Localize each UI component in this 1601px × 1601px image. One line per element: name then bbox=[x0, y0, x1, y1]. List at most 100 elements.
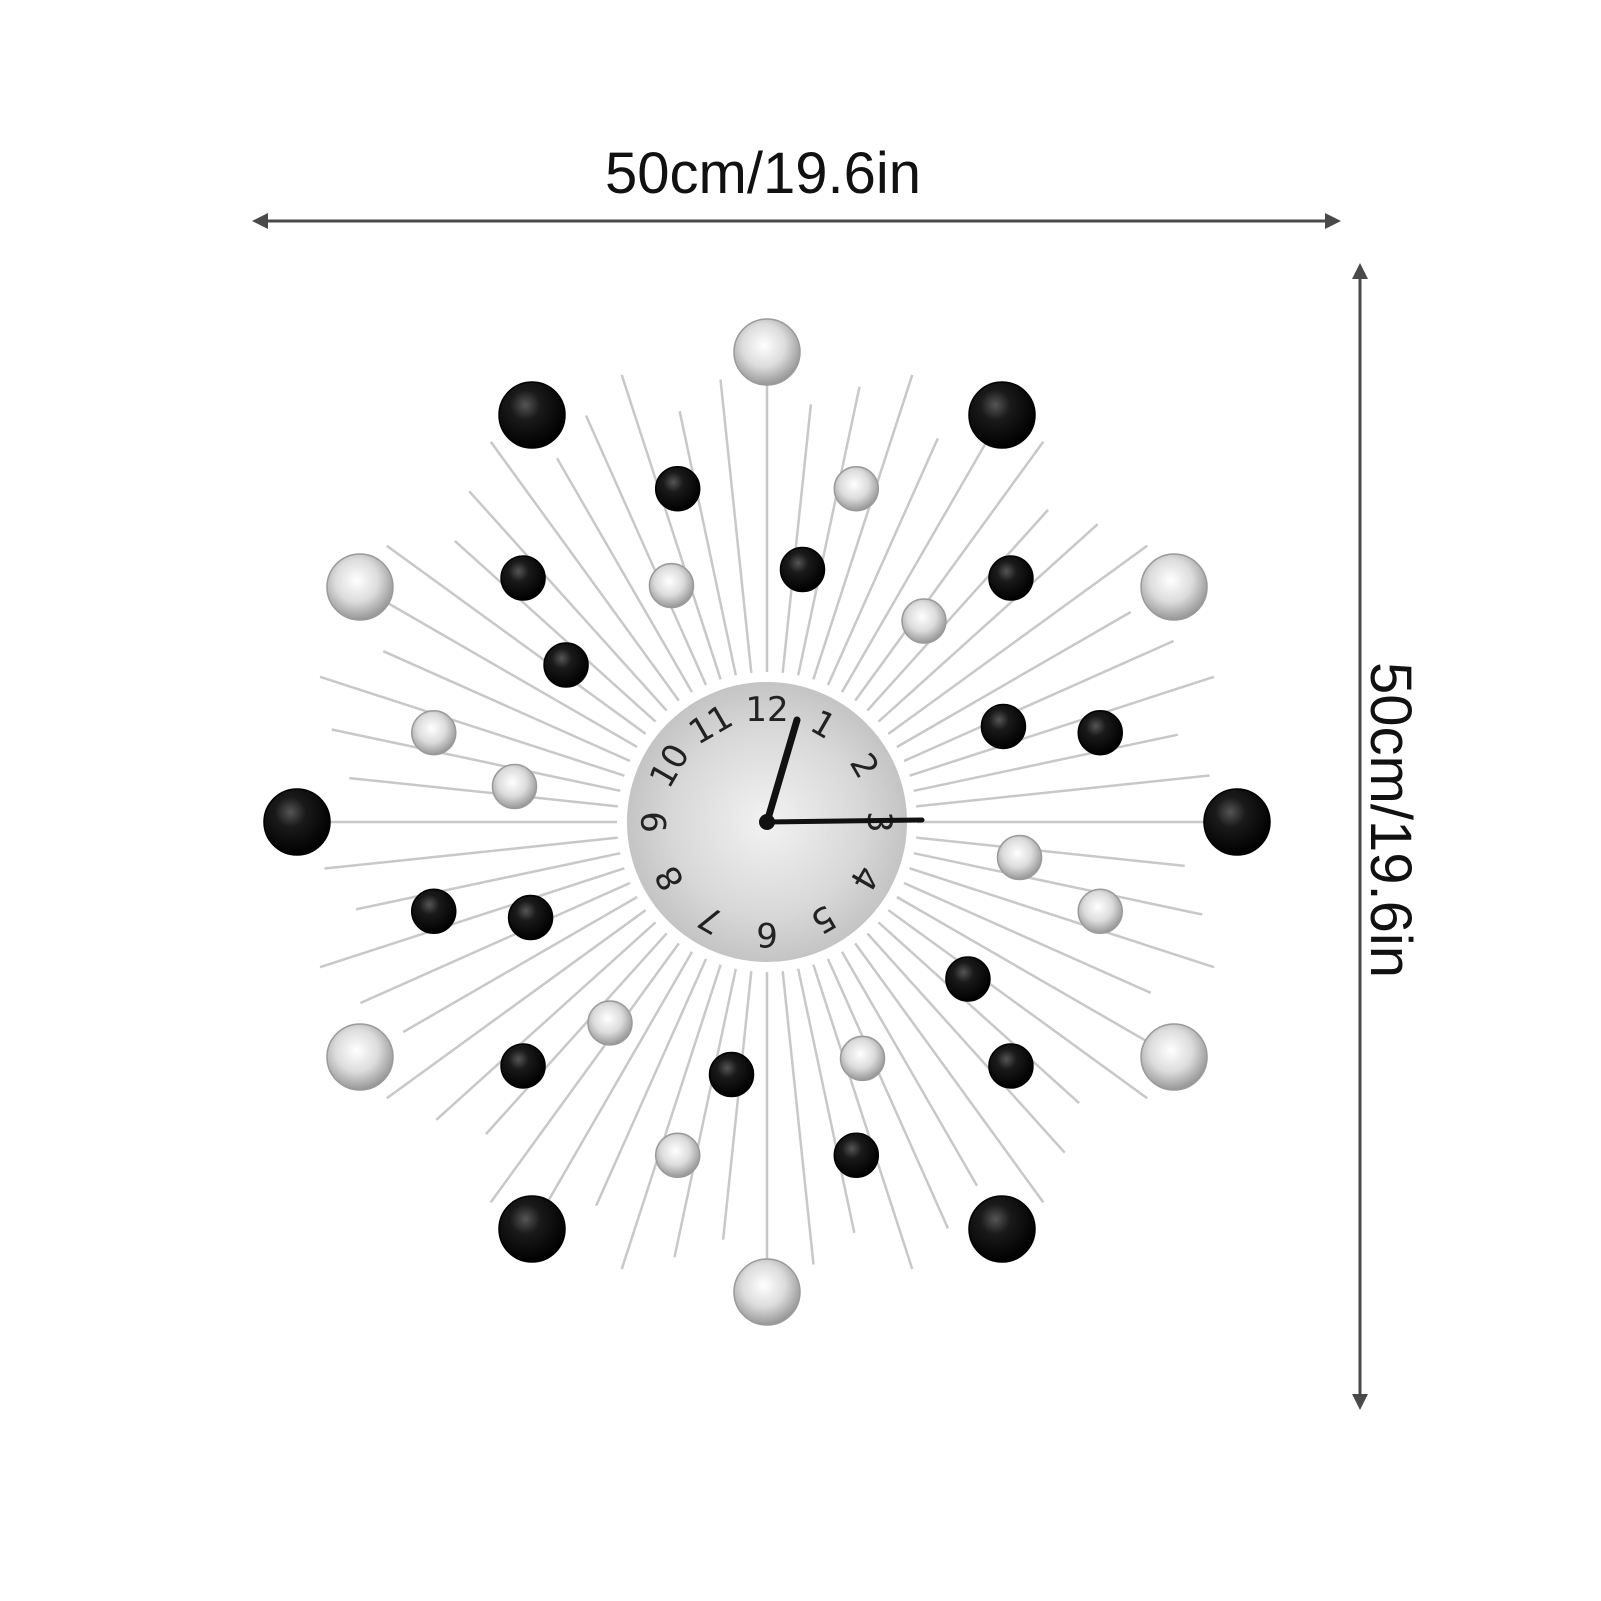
clear-gem bbox=[491, 763, 538, 810]
spoke bbox=[555, 457, 694, 693]
spoke bbox=[454, 540, 657, 723]
spoke bbox=[349, 776, 618, 808]
spoke bbox=[913, 733, 1179, 793]
width-dimension-arrow bbox=[252, 213, 1341, 229]
spoke bbox=[324, 836, 618, 870]
black-gem bbox=[543, 642, 589, 688]
clear-gem bbox=[587, 1000, 633, 1046]
spoke bbox=[673, 968, 738, 1258]
clear-gem bbox=[1140, 1023, 1208, 1091]
black-gem bbox=[263, 788, 331, 856]
clock-gems bbox=[263, 318, 1271, 1326]
black-gem bbox=[833, 1132, 880, 1178]
spoke bbox=[877, 523, 1099, 723]
clock-hands bbox=[759, 716, 925, 830]
spoke bbox=[380, 598, 638, 749]
clear-gem bbox=[901, 598, 947, 644]
spoke bbox=[620, 374, 722, 680]
spoke bbox=[796, 386, 861, 676]
spoke bbox=[382, 650, 631, 763]
spoke bbox=[359, 881, 631, 1005]
spoke bbox=[916, 836, 1185, 868]
clear-gem bbox=[733, 1258, 801, 1326]
spoke bbox=[678, 410, 738, 676]
spoke bbox=[721, 971, 753, 1240]
spoke bbox=[826, 958, 950, 1230]
black-gem bbox=[507, 894, 554, 941]
clock-numeral: 9 bbox=[635, 811, 675, 833]
spoke bbox=[719, 379, 753, 673]
spoke bbox=[435, 921, 657, 1121]
hour-hand bbox=[763, 716, 801, 826]
black-gem bbox=[500, 555, 546, 601]
center-cap bbox=[759, 814, 775, 830]
spoke bbox=[386, 544, 647, 735]
black-gem bbox=[980, 703, 1027, 750]
clear-gem bbox=[839, 1035, 886, 1082]
spoke bbox=[485, 932, 668, 1135]
black-gem bbox=[708, 1051, 755, 1098]
spoke bbox=[854, 441, 1045, 702]
clock-numeral: 12 bbox=[745, 690, 788, 730]
spoke bbox=[887, 909, 1148, 1100]
spoke bbox=[909, 867, 1215, 969]
clear-gem bbox=[1077, 888, 1123, 935]
black-gem bbox=[988, 1043, 1034, 1089]
spoke bbox=[896, 895, 1154, 1046]
black-gem bbox=[1077, 709, 1123, 756]
spoke bbox=[826, 437, 939, 686]
spoke bbox=[913, 851, 1203, 916]
spoke bbox=[866, 932, 1066, 1154]
black-gem bbox=[500, 1043, 546, 1089]
clear-gem bbox=[1140, 553, 1208, 621]
spoke bbox=[887, 544, 1148, 735]
black-gem bbox=[498, 381, 566, 449]
clear-gem bbox=[996, 834, 1043, 881]
spoke bbox=[468, 490, 668, 712]
spoke bbox=[319, 675, 625, 777]
black-gem bbox=[968, 381, 1036, 449]
black-gem bbox=[779, 546, 826, 593]
spoke bbox=[840, 951, 979, 1187]
spoke bbox=[812, 964, 914, 1270]
spoke bbox=[877, 921, 1080, 1104]
clear-gem bbox=[833, 466, 880, 512]
minute-hand bbox=[764, 817, 925, 825]
black-gem bbox=[411, 888, 457, 935]
clear-gem bbox=[648, 562, 695, 609]
spoke bbox=[584, 414, 708, 686]
black-gem bbox=[1203, 788, 1271, 856]
spoke bbox=[595, 958, 708, 1207]
clock-spokes bbox=[297, 352, 1237, 1292]
black-gem bbox=[654, 466, 701, 512]
spoke bbox=[840, 435, 991, 693]
clear-gem bbox=[411, 709, 457, 756]
spoke bbox=[796, 968, 856, 1234]
spoke bbox=[909, 675, 1215, 777]
spoke bbox=[781, 404, 813, 673]
black-gem bbox=[968, 1195, 1036, 1263]
spoke bbox=[781, 971, 815, 1265]
spoke bbox=[386, 909, 647, 1100]
spoke bbox=[916, 774, 1210, 808]
black-gem bbox=[945, 956, 991, 1002]
spoke bbox=[854, 942, 1045, 1203]
width-dimension-label: 50cm/19.6in bbox=[605, 141, 921, 206]
clock-numeral: 6 bbox=[756, 914, 778, 954]
spoke bbox=[896, 610, 1132, 749]
spoke bbox=[903, 639, 1175, 763]
spoke bbox=[402, 895, 638, 1034]
spoke bbox=[543, 951, 694, 1209]
spoke bbox=[355, 851, 621, 911]
spoke bbox=[866, 509, 1049, 712]
spoke bbox=[489, 441, 680, 702]
spoke bbox=[331, 728, 621, 793]
spoke bbox=[319, 867, 625, 969]
clear-gem bbox=[654, 1132, 701, 1178]
clear-gem bbox=[733, 318, 801, 386]
clear-gem bbox=[326, 1023, 394, 1091]
height-dimension-arrow bbox=[1352, 263, 1368, 1410]
black-gem bbox=[498, 1195, 566, 1263]
spoke bbox=[489, 942, 680, 1203]
